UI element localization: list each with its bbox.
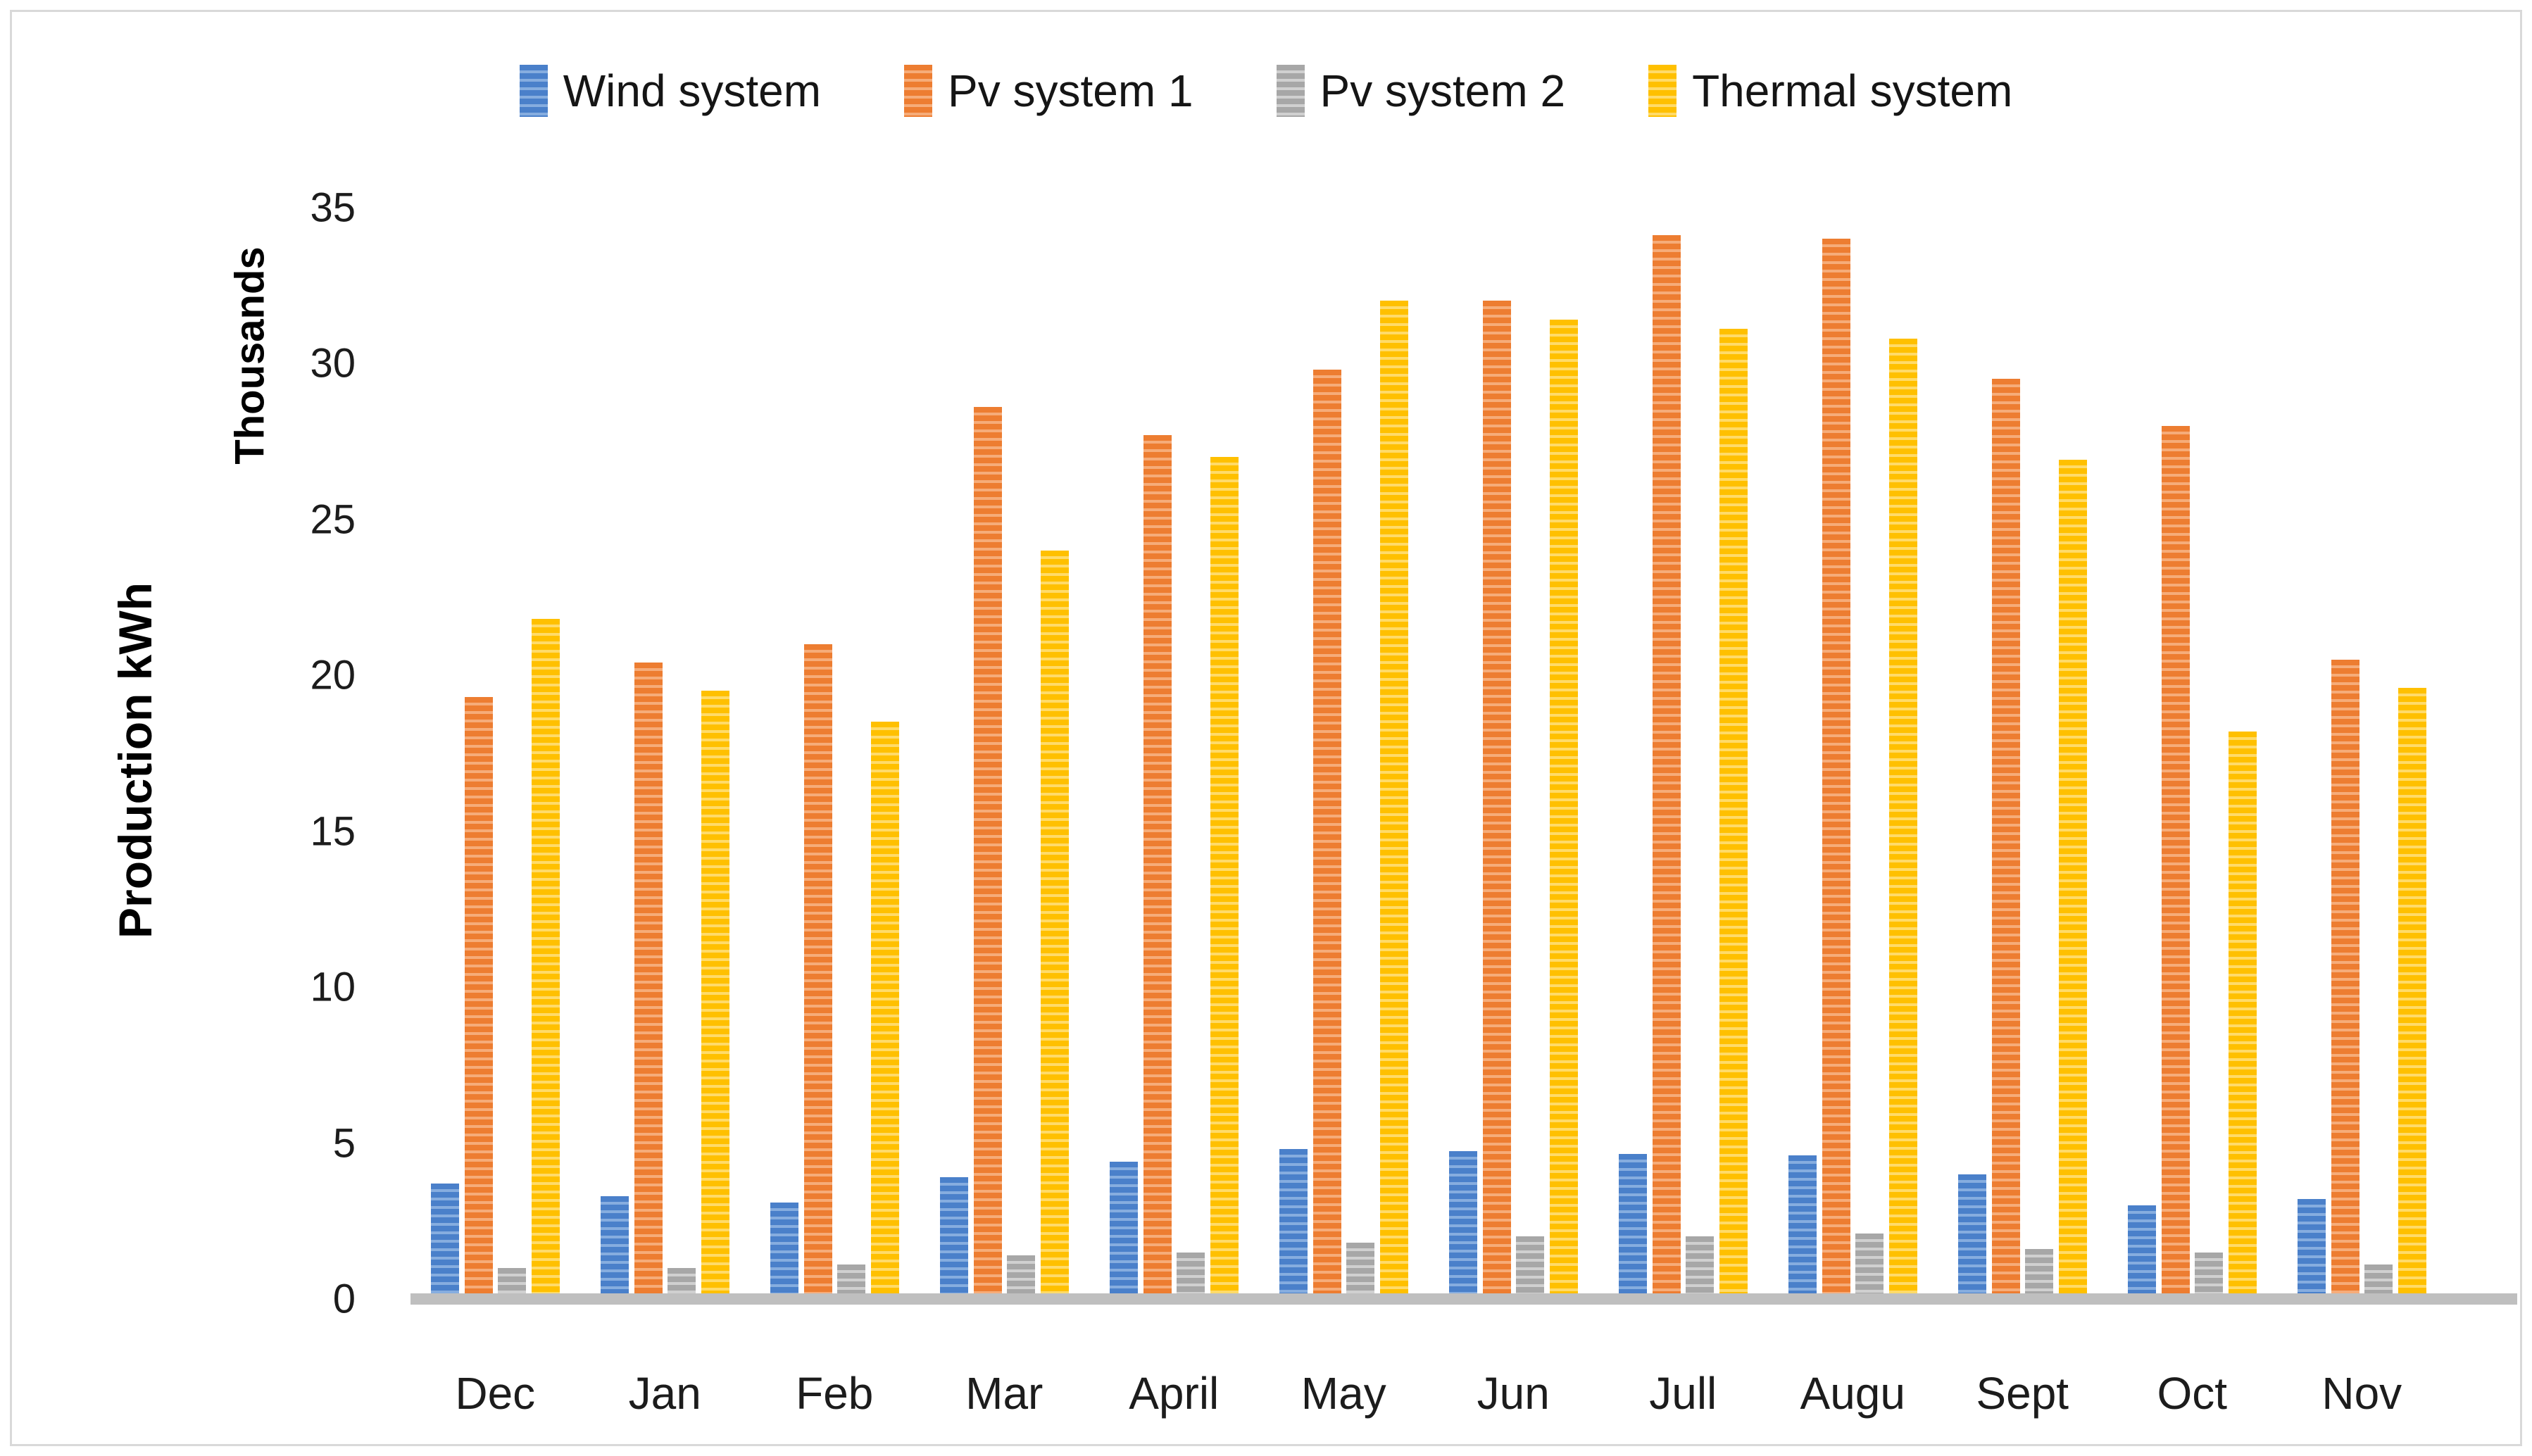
bar-wind-system-augu — [1788, 1155, 1817, 1299]
bar-pv-system-1-nov — [2331, 659, 2359, 1299]
x-axis-label-feb: Feb — [796, 1368, 874, 1419]
bar-pv-system-2-may — [1346, 1243, 1374, 1299]
x-axis-label-dec: Dec — [455, 1368, 536, 1419]
bar-pv-system-1-oct — [2161, 425, 2190, 1299]
x-axis-label-oct: Oct — [2157, 1368, 2228, 1419]
bar-wind-system-sept — [1958, 1174, 1986, 1299]
legend-label: Wind system — [563, 65, 822, 116]
x-axis-label-jan: Jan — [628, 1368, 701, 1419]
x-axis-label-may: May — [1301, 1368, 1386, 1419]
bar-thermal-system-jull — [1719, 329, 1748, 1299]
bar-pv-system-2-nov — [2364, 1264, 2393, 1299]
y-tick-label: 5 — [332, 1120, 356, 1166]
y-tick-label: 35 — [310, 184, 356, 230]
y-tick-label: 10 — [310, 964, 356, 1010]
bar-thermal-system-nov — [2398, 687, 2426, 1299]
y-tick-label: 30 — [310, 340, 356, 387]
bar-pv-system-1-feb — [803, 644, 832, 1299]
bar-pv-system-2-sept — [2025, 1249, 2053, 1299]
bar-thermal-system-jun — [1549, 319, 1578, 1299]
bar-pv-system-2-jull — [1686, 1236, 1714, 1299]
bar-thermal-system-jan — [701, 691, 729, 1299]
bar-pv-system-1-jull — [1652, 235, 1681, 1299]
legend-item-pv-system-2: Pv system 2 — [1276, 65, 1566, 117]
bar-thermal-system-april — [1210, 456, 1239, 1299]
bar-pv-system-1-mar — [973, 407, 1002, 1299]
x-axis-label-jull: Jull — [1649, 1368, 1717, 1419]
bar-pv-system-1-may — [1312, 369, 1341, 1299]
pv-system-2-swatch-icon — [1276, 65, 1305, 117]
bar-wind-system-may — [1279, 1149, 1308, 1299]
bar-thermal-system-oct — [2228, 731, 2257, 1299]
x-axis-label-nov: Nov — [2321, 1368, 2402, 1419]
bar-pv-system-2-augu — [1855, 1233, 1884, 1299]
bar-wind-system-jan — [601, 1195, 629, 1299]
legend-item-thermal-system: Thermal system — [1648, 65, 2012, 117]
y-tick-label: 0 — [332, 1276, 356, 1322]
x-axis-label-augu: Augu — [1800, 1368, 1905, 1419]
x-axis-label-april: April — [1129, 1368, 1220, 1419]
bar-thermal-system-may — [1379, 301, 1408, 1299]
bar-pv-system-2-oct — [2195, 1252, 2223, 1299]
bar-pv-system-1-jan — [634, 663, 663, 1299]
bar-pv-system-2-mar — [1007, 1255, 1035, 1299]
x-axis-label-jun: Jun — [1477, 1368, 1550, 1419]
bar-thermal-system-mar — [1040, 550, 1069, 1299]
y-axis-title: Production kWh — [109, 582, 161, 939]
bar-wind-system-feb — [770, 1202, 798, 1299]
figure-border — [10, 10, 2522, 1446]
bar-wind-system-april — [1110, 1162, 1138, 1299]
bar-wind-system-oct — [2128, 1205, 2156, 1299]
bar-wind-system-nov — [2298, 1199, 2326, 1299]
bar-wind-system-jull — [1619, 1154, 1647, 1299]
bar-wind-system-jun — [1449, 1150, 1477, 1299]
bar-pv-system-1-april — [1143, 434, 1172, 1299]
legend-label: Pv system 1 — [948, 65, 1193, 116]
bar-pv-system-2-april — [1177, 1252, 1205, 1299]
bar-wind-system-mar — [940, 1177, 968, 1299]
thermal-system-swatch-icon — [1648, 65, 1677, 117]
x-axis-label-mar: Mar — [965, 1368, 1043, 1419]
bar-thermal-system-dec — [531, 619, 560, 1299]
wind-system-swatch-icon — [519, 65, 548, 117]
legend-label: Thermal system — [1692, 65, 2013, 116]
bar-pv-system-1-augu — [1822, 238, 1850, 1299]
bar-pv-system-1-dec — [464, 697, 493, 1299]
legend-label: Pv system 2 — [1320, 65, 1566, 116]
y-tick-label: 20 — [310, 652, 356, 698]
bar-pv-system-2-feb — [837, 1264, 865, 1299]
bar-wind-system-dec — [431, 1184, 459, 1299]
bar-thermal-system-sept — [2058, 460, 2087, 1299]
chart-legend: Wind system Pv system 1 Pv system 2 Ther… — [0, 65, 2532, 117]
bar-pv-system-1-jun — [1482, 301, 1511, 1299]
y-tick-label: 25 — [310, 496, 356, 542]
bar-thermal-system-feb — [870, 722, 899, 1299]
bar-thermal-system-augu — [1888, 338, 1917, 1299]
x-axis-line — [410, 1293, 2517, 1305]
bar-pv-system-2-jun — [1516, 1236, 1544, 1299]
pv-system-1-swatch-icon — [904, 65, 933, 117]
y-tick-label: 15 — [310, 808, 356, 854]
legend-item-wind-system: Wind system — [519, 65, 822, 117]
legend-item-pv-system-1: Pv system 1 — [904, 65, 1193, 117]
x-axis-label-sept: Sept — [1976, 1368, 2069, 1419]
bar-pv-system-1-sept — [1991, 379, 2020, 1299]
